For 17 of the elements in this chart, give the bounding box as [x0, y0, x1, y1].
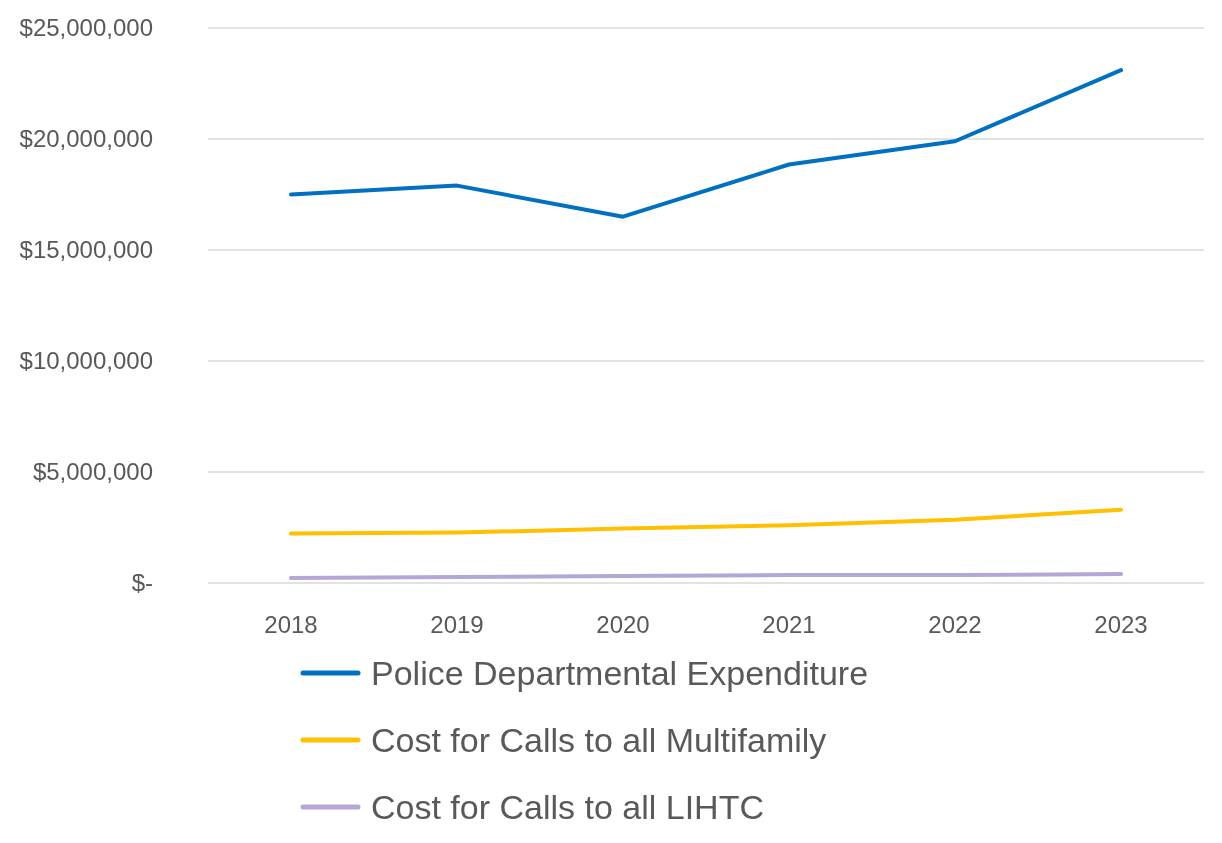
line-series: [289, 507, 1123, 536]
legend-label: Cost for Calls to all LIHTC: [371, 787, 764, 826]
y-tick-label: $15,000,000: [19, 236, 153, 264]
y-tick-label: $20,000,000: [19, 125, 153, 153]
legend-label: Cost for Calls to all Multifamily: [371, 720, 827, 759]
x-tick-label: 2021: [762, 611, 816, 638]
x-tick-label: 2019: [430, 611, 484, 638]
x-tick-label: 2018: [264, 611, 318, 638]
x-tick-label: 2023: [1094, 611, 1148, 638]
y-tick-label: $10,000,000: [19, 347, 153, 375]
y-tick-label: $-: [131, 569, 153, 597]
x-tick-label: 2022: [928, 611, 982, 638]
legend-label: Police Departmental Expenditure: [371, 653, 869, 692]
line-series: [289, 68, 1123, 219]
y-tick-label: $25,000,000: [19, 14, 153, 42]
x-tick-label: 2020: [596, 611, 650, 638]
y-tick-label: $5,000,000: [32, 458, 153, 486]
